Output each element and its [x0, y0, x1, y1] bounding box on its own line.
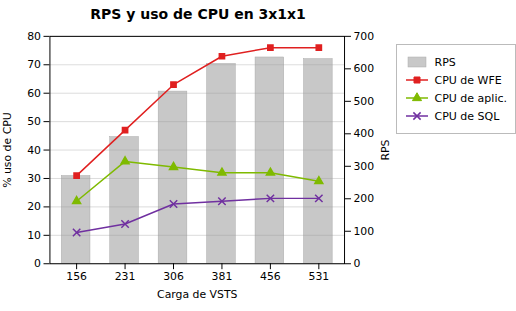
svg-text:500: 500 [353, 95, 374, 108]
svg-text:156: 156 [66, 270, 87, 283]
html-text:CPU de SQL: CPU de SQL [434, 109, 500, 123]
svg-text:30: 30 [27, 172, 41, 185]
svg-text:300: 300 [353, 160, 374, 173]
svg-text:400: 400 [353, 127, 374, 140]
svg-text:70: 70 [27, 58, 41, 71]
svg-text:Carga de VSTS: Carga de VSTS [157, 288, 237, 301]
svg-text:40: 40 [27, 144, 41, 157]
svg-text:0: 0 [34, 257, 41, 270]
svg-text:600: 600 [353, 62, 374, 75]
svg-text:381: 381 [212, 270, 233, 283]
svg-text:306: 306 [163, 270, 184, 283]
svg-text:100: 100 [353, 225, 374, 238]
svg-text:231: 231 [115, 270, 136, 283]
svg-text:0: 0 [353, 257, 360, 270]
svg-text:% uso de CPU: % uso de CPU [1, 112, 14, 188]
svg-text:531: 531 [308, 270, 329, 283]
svg-text:10: 10 [27, 229, 41, 242]
svg-text:456: 456 [260, 270, 281, 283]
svg-text:50: 50 [27, 115, 41, 128]
svg-text:60: 60 [27, 87, 41, 100]
svg-text:80: 80 [27, 30, 41, 43]
svg-text:20: 20 [27, 200, 41, 213]
svg-text:700: 700 [353, 30, 374, 43]
svg-text:200: 200 [353, 192, 374, 205]
html-text:RPS y uso de CPU en 3x1x1: RPS y uso de CPU en 3x1x1 [90, 6, 306, 22]
html-text:CPU de aplic.: CPU de aplic. [434, 91, 507, 105]
html-text:CPU de WFE: CPU de WFE [434, 73, 502, 87]
html-text:RPS: RPS [434, 55, 456, 69]
svg-text:RPS: RPS [379, 139, 391, 160]
